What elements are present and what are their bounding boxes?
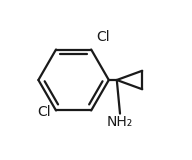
Text: NH₂: NH₂ <box>107 115 133 129</box>
Text: Cl: Cl <box>96 30 110 44</box>
Text: Cl: Cl <box>38 105 51 119</box>
